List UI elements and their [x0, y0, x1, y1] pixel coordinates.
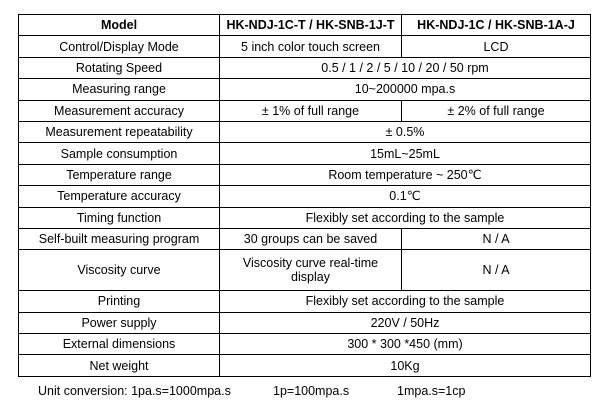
header-model: Model — [18, 13, 220, 37]
table-row: Power supply 220V / 50Hz — [18, 311, 591, 335]
cell-value: 5 inch color touch screen — [219, 35, 402, 58]
cell-value: 220V / 50Hz — [219, 311, 591, 335]
row-label: Measurement repeatability — [18, 120, 220, 144]
row-label: Temperature range — [18, 163, 220, 187]
cell-value: Room temperature ~ 250℃ — [219, 163, 591, 187]
table-row: Measuring range 10~200000 mpa.s — [18, 78, 591, 101]
table-row: Temperature range Room temperature ~ 250… — [18, 163, 591, 187]
cell-value: Flexibly set according to the sample — [219, 290, 591, 313]
unit-conversion-2: 1p=100mpa.s — [273, 384, 350, 398]
header-model-b: HK-NDJ-1C / HK-SNB-1A-J — [401, 13, 591, 37]
unit-conversion-1: Unit conversion: 1pa.s=1000mpa.s — [38, 384, 231, 398]
table-row: Net weight 10Kg — [18, 354, 591, 377]
row-label: Measurement accuracy — [18, 99, 220, 122]
row-label: Rotating Speed — [18, 56, 220, 80]
cell-value: 0.5 / 1 / 2 / 5 / 10 / 20 / 50 rpm — [219, 56, 591, 80]
cell-value: ± 1% of full range — [219, 99, 402, 122]
row-label: External dimensions — [18, 333, 220, 356]
spec-table: Model HK-NDJ-1C-T / HK-SNB-1J-T HK-NDJ-1… — [18, 13, 591, 377]
row-label: Self-built measuring program — [18, 227, 220, 251]
cell-value: N / A — [401, 227, 591, 251]
cell-value: ± 0.5% — [219, 120, 591, 144]
row-label: Viscosity curve — [18, 249, 220, 292]
unit-conversion-note: Unit conversion: 1pa.s=1000mpa.s 1p=100mp… — [38, 384, 465, 398]
row-label: Timing function — [18, 206, 220, 229]
table-row: Self-built measuring program 30 groups c… — [18, 227, 591, 251]
row-label: Measuring range — [18, 78, 220, 101]
cell-value: 10~200000 mpa.s — [219, 78, 591, 101]
cell-value: 300 * 300 *450 (mm) — [219, 333, 591, 356]
cell-value: LCD — [401, 35, 591, 58]
table-row: Viscosity curve Viscosity curve real-tim… — [18, 249, 591, 292]
unit-conversion-3: 1mpa.s=1cp — [397, 384, 466, 398]
table-row: Temperature accuracy 0.1℃ — [18, 185, 591, 208]
table-row: Measurement accuracy ± 1% of full range … — [18, 99, 591, 122]
cell-value: 0.1℃ — [219, 185, 591, 208]
header-model-a: HK-NDJ-1C-T / HK-SNB-1J-T — [219, 13, 402, 37]
table-row: Sample consumption 15mL~25mL — [18, 142, 591, 165]
row-label: Net weight — [18, 354, 220, 377]
cell-value: Viscosity curve real-time display — [219, 249, 402, 292]
row-label: Control/Display Mode — [18, 35, 220, 58]
table-row: Measurement repeatability ± 0.5% — [18, 120, 591, 144]
cell-value: ± 2% of full range — [401, 99, 591, 122]
table-row: Control/Display Mode 5 inch color touch … — [18, 35, 591, 58]
row-label: Sample consumption — [18, 142, 220, 165]
cell-value: Flexibly set according to the sample — [219, 206, 591, 229]
table-row: Printing Flexibly set according to the s… — [18, 290, 591, 313]
cell-value: 15mL~25mL — [219, 142, 591, 165]
row-label: Printing — [18, 290, 220, 313]
table-row: Rotating Speed 0.5 / 1 / 2 / 5 / 10 / 20… — [18, 56, 591, 80]
table-row: Timing function Flexibly set according t… — [18, 206, 591, 229]
cell-value: 30 groups can be saved — [219, 227, 402, 251]
row-label: Power supply — [18, 311, 220, 335]
table-header-row: Model HK-NDJ-1C-T / HK-SNB-1J-T HK-NDJ-1… — [18, 13, 591, 37]
table-row: External dimensions 300 * 300 *450 (mm) — [18, 333, 591, 356]
cell-value: N / A — [401, 249, 591, 292]
cell-value: 10Kg — [219, 354, 591, 377]
row-label: Temperature accuracy — [18, 185, 220, 208]
